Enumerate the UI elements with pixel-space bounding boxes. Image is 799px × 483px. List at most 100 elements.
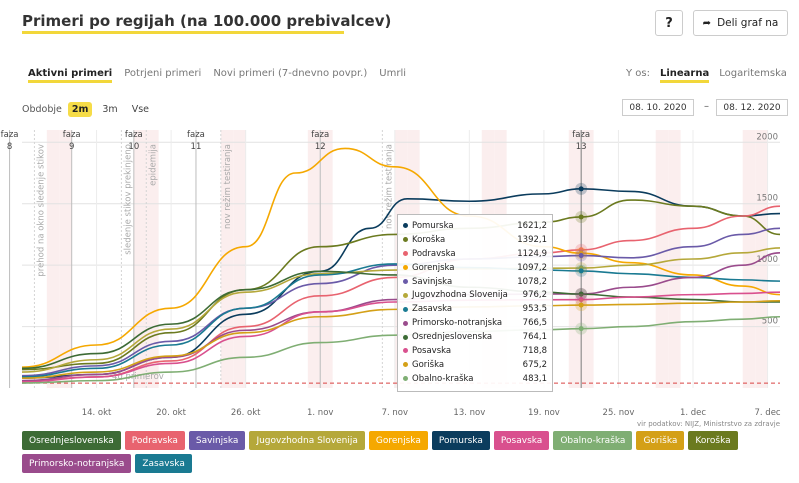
hover-marker bbox=[578, 297, 584, 303]
period-all-button[interactable]: Vse bbox=[131, 104, 149, 115]
share-arrow-icon: ➦ bbox=[702, 17, 712, 29]
tooltip-color-dot bbox=[403, 223, 408, 229]
date-from-input[interactable]: 08. 10. 2020 bbox=[622, 99, 694, 116]
tooltip-region-name: Savinjska bbox=[412, 276, 453, 287]
tooltip-row: Osrednjeslovenska 764,1 bbox=[403, 330, 547, 344]
date-separator: – bbox=[704, 101, 709, 112]
tooltip-color-dot bbox=[403, 306, 408, 312]
legend-item-savinjska[interactable]: Savinjska bbox=[188, 431, 246, 450]
tooltip-color-dot bbox=[403, 237, 408, 243]
weekend-band bbox=[581, 130, 594, 388]
x-tick-label: 7. nov bbox=[382, 408, 408, 418]
x-tick-label: 1. nov bbox=[307, 408, 333, 418]
period-2m-button[interactable]: 2m bbox=[67, 102, 93, 117]
tooltip-color-dot bbox=[403, 251, 408, 257]
legend-item-koroska[interactable]: Koroška bbox=[688, 431, 738, 450]
tooltip-region-name: Zasavska bbox=[412, 304, 453, 315]
weekend-band bbox=[46, 130, 60, 388]
legend-item-gorenjska[interactable]: Gorenjska bbox=[368, 431, 428, 450]
y-axis-toggle: Y os: Linearna Logaritemska bbox=[626, 68, 787, 83]
date-to-input[interactable]: 08. 12. 2020 bbox=[716, 99, 788, 116]
phase-label-top: faza bbox=[63, 130, 81, 140]
weekend-band bbox=[59, 130, 72, 388]
threshold-label: 40 primerov bbox=[112, 372, 164, 382]
tooltip-region-value: 764,1 bbox=[522, 332, 547, 343]
legend-item-primorsko-notranjska[interactable]: Primorsko-notranjska bbox=[22, 454, 132, 473]
x-tick-label: 13. nov bbox=[453, 408, 485, 418]
tooltip-color-dot bbox=[403, 376, 408, 382]
hover-marker bbox=[578, 268, 584, 274]
tooltip-region-value: 1124,9 bbox=[517, 248, 547, 259]
tooltip-region-value: 483,1 bbox=[522, 373, 547, 384]
tooltip-row: Posavska 718,8 bbox=[403, 344, 547, 358]
series-line-gorenjska[interactable] bbox=[21, 147, 781, 368]
weekend-band bbox=[307, 130, 321, 388]
tooltip-region-name: Podravska bbox=[412, 248, 456, 259]
phase-label-top: faza bbox=[187, 130, 205, 140]
title-underline bbox=[22, 31, 344, 34]
series-legend: Osrednjeslovenska Podravska Savinjska Jugov… bbox=[22, 431, 792, 473]
period-3m-button[interactable]: 3m bbox=[102, 104, 118, 115]
tooltip-region-name: Jugovzhodna Slovenija bbox=[412, 290, 508, 301]
x-tick-label: 20. okt bbox=[156, 408, 186, 418]
weekend-band bbox=[233, 130, 246, 388]
tooltip-region-value: 766,5 bbox=[522, 318, 547, 329]
hover-marker bbox=[578, 214, 584, 220]
tab-new-cases[interactable]: Novi primeri (7-dnevno povpr.) bbox=[213, 68, 368, 79]
legend-item-osrednjeslovenska[interactable]: Osrednjeslovenska bbox=[22, 431, 121, 450]
tooltip-region-value: 675,2 bbox=[522, 359, 547, 370]
metric-tabs: Aktivni primeri Potrjeni primeri Novi pr… bbox=[28, 68, 418, 83]
help-button[interactable]: ? bbox=[655, 10, 683, 36]
tooltip-region-value: 1097,2 bbox=[517, 262, 547, 273]
tooltip-region-name: Osrednjeslovenska bbox=[412, 332, 493, 343]
legend-item-posavska[interactable]: Posavska bbox=[493, 431, 550, 450]
tooltip-row: Podravska 1124,9 bbox=[403, 247, 547, 261]
y-axis-log-option[interactable]: Logaritemska bbox=[719, 68, 787, 79]
phase-label-top: faza bbox=[125, 130, 143, 140]
tooltip-region-name: Gorenjska bbox=[412, 262, 455, 273]
event-label: prehod na okno sledenje stikov bbox=[36, 144, 46, 277]
phase-label-top: faza bbox=[311, 130, 329, 140]
hover-marker bbox=[578, 326, 584, 332]
hover-marker bbox=[578, 291, 584, 297]
legend-item-goriska[interactable]: Goriška bbox=[636, 431, 685, 450]
phase-label-number: 11 bbox=[191, 142, 202, 152]
tooltip-row: Pomurska 1621,2 bbox=[403, 219, 547, 233]
x-tick-label: 7. dec bbox=[755, 408, 781, 418]
event-label: sledenje stikov prekinjeno bbox=[123, 144, 133, 255]
y-axis-linear-option[interactable]: Linearna bbox=[659, 68, 710, 83]
tab-deaths[interactable]: Umrli bbox=[379, 68, 406, 79]
x-tick-label: 26. okt bbox=[231, 408, 261, 418]
legend-item-pomurska[interactable]: Pomurska bbox=[431, 431, 490, 450]
tooltip-region-value: 718,8 bbox=[522, 345, 547, 356]
tab-active-cases[interactable]: Aktivni primeri bbox=[28, 68, 113, 83]
legend-item-jugovzhodna-slovenija[interactable]: Jugovzhodna Slovenija bbox=[249, 431, 365, 450]
tooltip-row: Savinjska 1078,2 bbox=[403, 275, 547, 289]
event-label: nov režim testiranja bbox=[223, 144, 233, 229]
period-label: Obdobje bbox=[22, 104, 62, 115]
event-label: epidemija bbox=[148, 144, 158, 186]
legend-item-obalno-kraska[interactable]: Obalno-kraška bbox=[553, 431, 633, 450]
share-button[interactable]: ➦ Deli graf na bbox=[693, 10, 788, 36]
weekend-band bbox=[568, 130, 582, 388]
tooltip-row: Jugovzhodna Slovenija 976,2 bbox=[403, 288, 547, 302]
tooltip-row: Gorenjska 1097,2 bbox=[403, 261, 547, 275]
tooltip-region-value: 976,2 bbox=[522, 290, 547, 301]
legend-item-zasavska[interactable]: Zasavska bbox=[135, 454, 192, 473]
hover-marker bbox=[578, 253, 584, 259]
tooltip-region-name: Primorsko-notranjska bbox=[412, 318, 503, 329]
tooltip-region-name: Posavska bbox=[412, 345, 452, 356]
period-selector: Obdobje 2m 3m Vse bbox=[22, 102, 153, 117]
source-note: vir podatkov: NIJZ, Ministrstvo za zdrav… bbox=[637, 420, 780, 428]
page-title: Primeri po regijah (na 100.000 prebivalc… bbox=[22, 12, 392, 30]
tooltip-region-name: Koroška bbox=[412, 234, 446, 245]
x-tick-label: 1. dec bbox=[680, 408, 706, 418]
tooltip-row: Koroška 1392,1 bbox=[403, 233, 547, 247]
legend-item-podravska[interactable]: Podravska bbox=[124, 431, 185, 450]
event-label: nov režim testiranja bbox=[384, 144, 394, 229]
tab-confirmed-cases[interactable]: Potrjeni primeri bbox=[124, 68, 202, 79]
share-button-label: Deli graf na bbox=[717, 17, 779, 29]
tooltip-row: Goriška 675,2 bbox=[403, 358, 547, 372]
tooltip-region-name: Obalno-kraška bbox=[412, 373, 474, 384]
